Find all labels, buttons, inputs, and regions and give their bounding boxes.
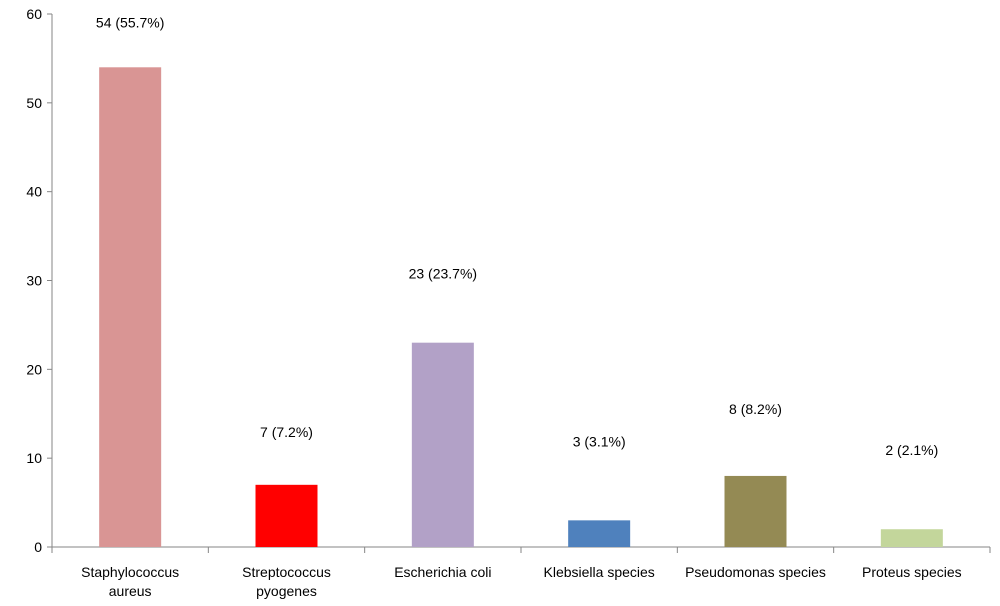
y-tick-label: 50 xyxy=(26,95,42,111)
data-label: 2 (2.1%) xyxy=(885,442,938,458)
data-label: 54 (55.7%) xyxy=(96,14,164,30)
x-category-label: Escherichia coli xyxy=(394,564,491,580)
chart-bars xyxy=(99,67,943,548)
data-label: 3 (3.1%) xyxy=(573,433,626,449)
bar xyxy=(880,529,943,547)
y-tick-label: 0 xyxy=(34,539,42,555)
x-category-label: Pseudomonas species xyxy=(685,564,826,580)
data-label: 8 (8.2%) xyxy=(729,401,782,417)
y-tick-label: 60 xyxy=(26,6,42,22)
x-category-label: Streptococcus xyxy=(242,564,331,580)
y-tick-label: 20 xyxy=(26,361,42,377)
y-tick-label: 30 xyxy=(26,273,42,289)
bar xyxy=(99,67,162,548)
bar xyxy=(255,484,318,547)
x-category-label: Staphylococcus xyxy=(81,564,179,580)
bar xyxy=(411,342,474,547)
data-label: 23 (23.7%) xyxy=(409,266,477,282)
y-tick-label: 10 xyxy=(26,450,42,466)
x-category-label: pyogenes xyxy=(256,583,317,599)
bar xyxy=(568,520,631,547)
x-category-label: aureus xyxy=(109,583,152,599)
bar xyxy=(724,475,787,547)
chart-axes: 0 10 20 30 40 50 60 xyxy=(26,6,991,555)
data-label: 7 (7.2%) xyxy=(260,424,313,440)
chart-labels: Staphylococcus aureus 54 (55.7%) Streptococ… xyxy=(81,14,962,599)
x-category-label: Proteus species xyxy=(862,564,962,580)
y-tick-label: 40 xyxy=(26,184,42,200)
x-category-label: Klebsiella species xyxy=(544,564,655,580)
